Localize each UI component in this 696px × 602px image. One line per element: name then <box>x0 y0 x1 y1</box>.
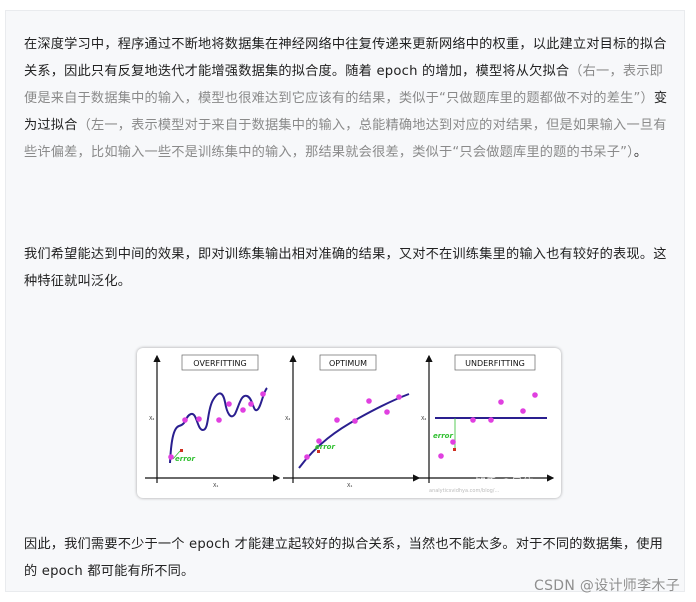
panel-underfitting: UNDERFITTING X₂ error <box>419 354 555 483</box>
para1-text-a: 在深度学习中，程序通过不断地将数据集在神经网络中往复传递来更新网络中的权重，以此… <box>24 37 667 79</box>
error-label-3: error <box>433 432 453 440</box>
para1-underfit-note: （右一，表示即便是来自于数据集中的输入，模型也很难达到它应该有的结果，类似于“只… <box>24 64 663 106</box>
para1-overfit-note: （左一，表示模型对于来自于数据集中的输入，总能精确地达到对应的对结果，但是如果输… <box>24 118 667 160</box>
x-axis-label-2: X₁ <box>347 483 352 489</box>
para1-text-b: 变为过拟合 <box>24 91 668 133</box>
fitting-comparison-figure: OVERFITTING X₂ X₁ error <box>137 348 561 498</box>
error-label-2: error <box>315 443 335 451</box>
panel-title-overfitting: OVERFITTING <box>193 359 246 368</box>
error-label: error <box>175 455 195 463</box>
article-card: 在深度学习中，程序通过不断地将数据集在神经网络中往复传递来更新网络中的权重，以此… <box>5 10 685 592</box>
figure-watermark-source: analyticsvidhya.com/blog/... <box>429 488 500 494</box>
paragraph-epoch-intro: 在深度学习中，程序通过不断地将数据集在神经网络中往复传递来更新网络中的权重，以此… <box>24 31 674 166</box>
x-axis-label: X₁ <box>213 483 218 489</box>
y-axis-label-3: X₂ <box>421 416 426 422</box>
csdn-watermark: CSDN @设计师李木子 <box>534 578 680 594</box>
panel-title-optimum: OPTIMUM <box>329 359 367 368</box>
paragraph-generalization: 我们希望能达到中间的效果，即对训练集输出相对准确的结果，又对不在训练集里的输入也… <box>24 247 667 289</box>
panel-optimum: OPTIMUM X₂ X₁ error <box>283 354 421 489</box>
paragraph-epoch-conclusion: 因此，我们需要不少于一个 epoch 才能建立起较好的拟合关系，当然也不能太多。… <box>24 537 663 579</box>
panel-title-underfitting: UNDERFITTING <box>465 359 525 368</box>
figure-watermark: 知乎 @风信 <box>475 475 534 489</box>
y-axis-label: X₂ <box>149 416 154 422</box>
para1-text-c: 。 <box>633 145 648 160</box>
panel-overfitting: OVERFITTING X₂ X₁ error <box>145 354 281 489</box>
y-axis-label-2: X₂ <box>285 416 290 422</box>
